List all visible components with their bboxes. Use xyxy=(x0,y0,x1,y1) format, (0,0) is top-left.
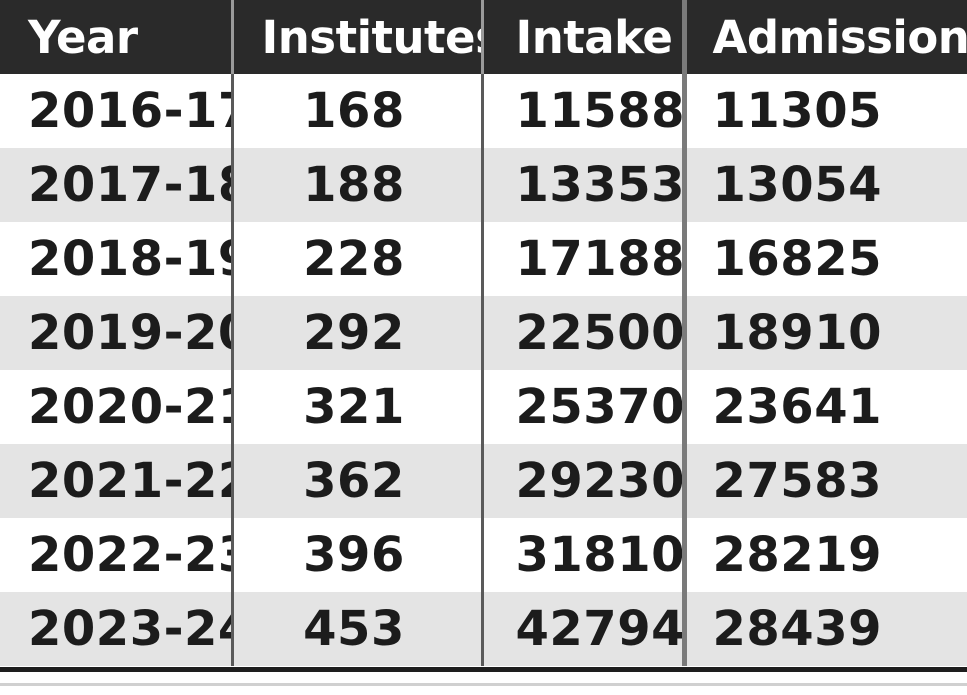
column-header-admissions: Admissions xyxy=(712,10,967,64)
column-header-year: Year xyxy=(0,0,234,74)
cell-institutes: 228 xyxy=(232,222,484,296)
cell-year: 2020-21 xyxy=(0,370,234,444)
cell-intake: 13353 xyxy=(482,148,687,222)
cell-intake: 22500 xyxy=(482,296,687,370)
table-row: 2022-23 396 31810 28219 xyxy=(0,518,967,592)
cell-institutes: 362 xyxy=(232,444,484,518)
table-bottom-shadow xyxy=(0,683,967,686)
table-row: 2020-21 321 25370 23641 xyxy=(0,370,967,444)
cell-intake: 29230 xyxy=(482,444,687,518)
cell-year: 2022-23 xyxy=(0,518,234,592)
cell-admissions: 16825 xyxy=(712,231,882,287)
table-body: 2016-17 168 11588 11305 2017-18 188 13353 13054… xyxy=(0,74,967,666)
cell-intake: 25370 xyxy=(482,370,687,444)
cell-intake: 11588 xyxy=(482,74,687,148)
cell-admissions: 28439 xyxy=(712,601,882,657)
cell-year: 2017-18 xyxy=(0,148,234,222)
cell-admissions: 23641 xyxy=(712,379,882,435)
cell-admissions: 13054 xyxy=(712,157,882,213)
table-row: 2016-17 168 11588 11305 xyxy=(0,74,967,148)
cell-year: 2016-17 xyxy=(0,74,234,148)
cell-institutes: 168 xyxy=(232,74,484,148)
cell-institutes: 188 xyxy=(232,148,484,222)
table-header: Year Institutes Intake Admissions xyxy=(0,0,967,74)
cell-intake: 31810 xyxy=(482,518,687,592)
table-row: 2023-24 453 42794 28439 xyxy=(0,592,967,666)
cell-admissions: 27583 xyxy=(712,453,882,509)
cell-admissions: 28219 xyxy=(712,527,882,583)
column-header-intake: Intake xyxy=(482,0,687,74)
cell-admissions: 11305 xyxy=(712,83,882,139)
table-row: 2019-20 292 22500 18910 xyxy=(0,296,967,370)
cell-institutes: 453 xyxy=(232,592,484,666)
column-header-institutes: Institutes xyxy=(232,0,484,74)
cell-year: 2023-24 xyxy=(0,592,234,666)
cell-year: 2019-20 xyxy=(0,296,234,370)
table-bottom-rule xyxy=(0,667,967,672)
table-row: 2018-19 228 17188 16825 xyxy=(0,222,967,296)
cell-year: 2018-19 xyxy=(0,222,234,296)
cell-institutes: 321 xyxy=(232,370,484,444)
cell-intake: 17188 xyxy=(482,222,687,296)
cell-year: 2021-22 xyxy=(0,444,234,518)
table-row: 2021-22 362 29230 27583 xyxy=(0,444,967,518)
cell-institutes: 292 xyxy=(232,296,484,370)
table-row: 2017-18 188 13353 13054 xyxy=(0,148,967,222)
admissions-table: Year Institutes Intake Admissions 2016-1… xyxy=(0,0,967,666)
header-row: Year Institutes Intake Admissions xyxy=(0,0,967,74)
cell-intake: 42794 xyxy=(482,592,687,666)
cell-admissions: 18910 xyxy=(712,305,882,361)
cell-institutes: 396 xyxy=(232,518,484,592)
